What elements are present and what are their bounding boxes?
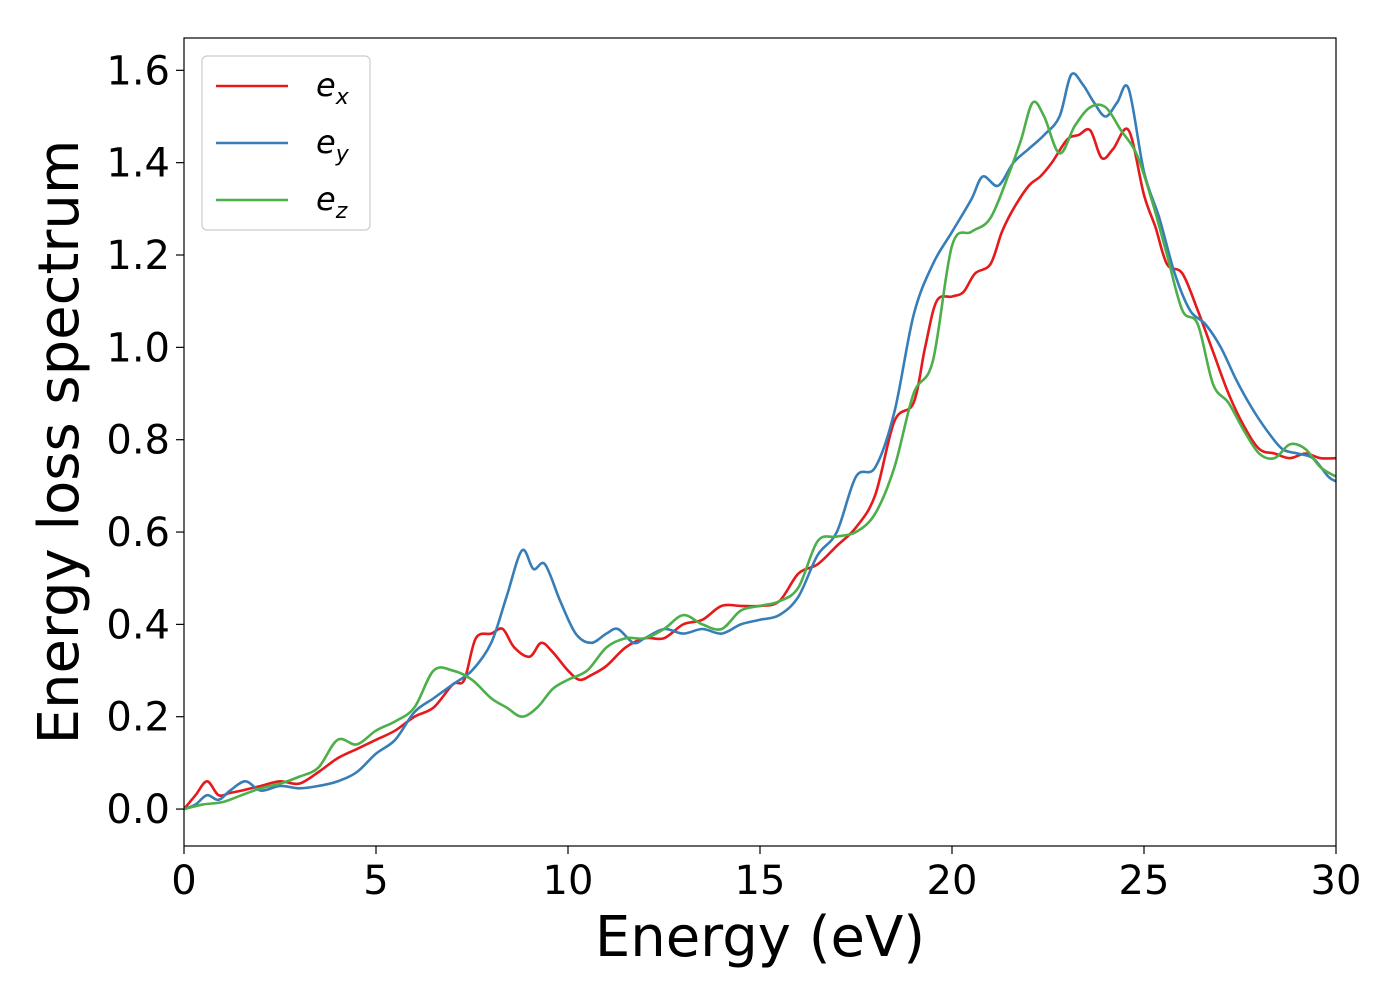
y-tick-label: 1.4 [106, 141, 170, 187]
x-tick-label: 20 [927, 858, 978, 904]
series-layer [184, 72, 1336, 811]
x-tick-label: 15 [735, 858, 786, 904]
series-line-ex [184, 127, 1336, 810]
y-tick-label: 1.2 [106, 233, 170, 279]
x-tick-label: 25 [1119, 858, 1170, 904]
series-line-ey [184, 72, 1336, 811]
x-tick-label: 5 [363, 858, 388, 904]
y-tick-label: 0.4 [106, 602, 170, 648]
y-axis: 0.0 0.2 0.4 0.6 0.8 1.0 1.2 1.4 1.6 [106, 48, 184, 833]
y-axis-title: Energy loss spectrum [27, 140, 92, 745]
x-axis-title: Energy (eV) [595, 905, 925, 970]
x-tick-label: 0 [171, 858, 196, 904]
y-tick-label: 0.2 [106, 695, 170, 741]
legend-label-ex: ex [316, 66, 350, 110]
x-tick-label: 10 [543, 858, 594, 904]
y-tick-label: 0.8 [106, 418, 170, 464]
legend-label-ez: ez [316, 180, 348, 224]
x-axis: 0 5 10 15 20 25 30 [171, 846, 1361, 904]
series-line-ez [184, 100, 1336, 811]
x-tick-label: 30 [1311, 858, 1362, 904]
legend: ex ey ez [201, 55, 371, 231]
y-tick-label: 0.0 [106, 787, 170, 833]
y-tick-label: 0.6 [106, 510, 170, 556]
y-tick-label: 1.0 [106, 325, 170, 371]
y-tick-label: 1.6 [106, 48, 170, 94]
legend-label-ey: ey [316, 123, 350, 167]
